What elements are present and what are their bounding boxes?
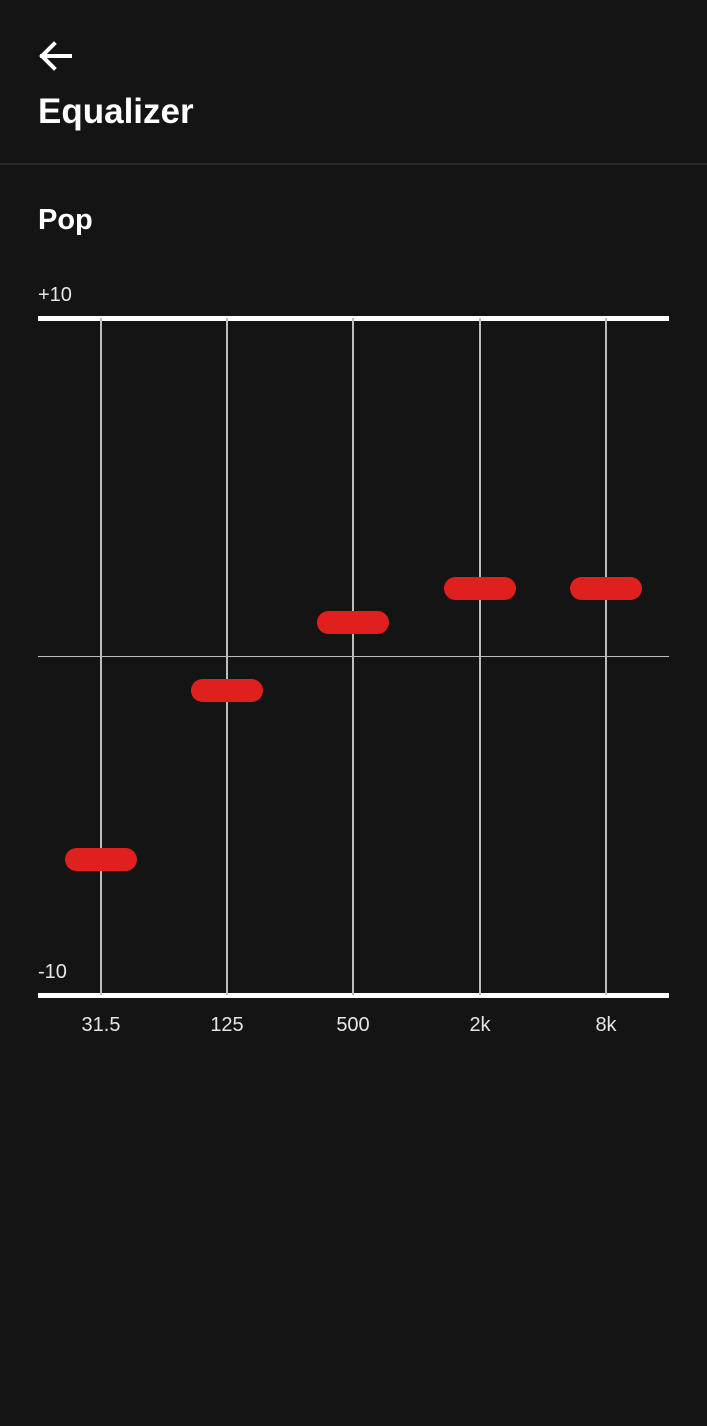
page-title: Equalizer [38,92,194,131]
back-button[interactable] [36,38,76,74]
min-line [38,993,669,998]
frequency-label: 125 [210,1014,244,1036]
frequency-label: 31.5 [81,1014,121,1036]
y-min-label: -10 [38,961,67,983]
header-divider [0,163,707,165]
band-handle-8k[interactable] [570,577,642,601]
arrow-left-icon [39,41,72,71]
frequency-label: 500 [336,1014,370,1036]
band-track-500 [352,318,354,995]
frequency-label: 8k [595,1014,617,1036]
band-track-8k [605,318,607,995]
band-handle-31.5[interactable] [65,848,137,872]
frequency-label: 2k [469,1014,491,1036]
y-max-label: +10 [38,284,72,306]
band-handle-2k[interactable] [444,577,516,601]
band-handle-125[interactable] [191,678,263,702]
equalizer-chart: +10 -10 31.5 125 500 2k 8k [38,284,669,1036]
band-handle-500[interactable] [317,611,389,635]
band-track-125 [226,318,228,995]
preset-name: Pop [38,204,93,236]
band-track-31.5 [100,318,102,995]
band-track-2k [479,318,481,995]
